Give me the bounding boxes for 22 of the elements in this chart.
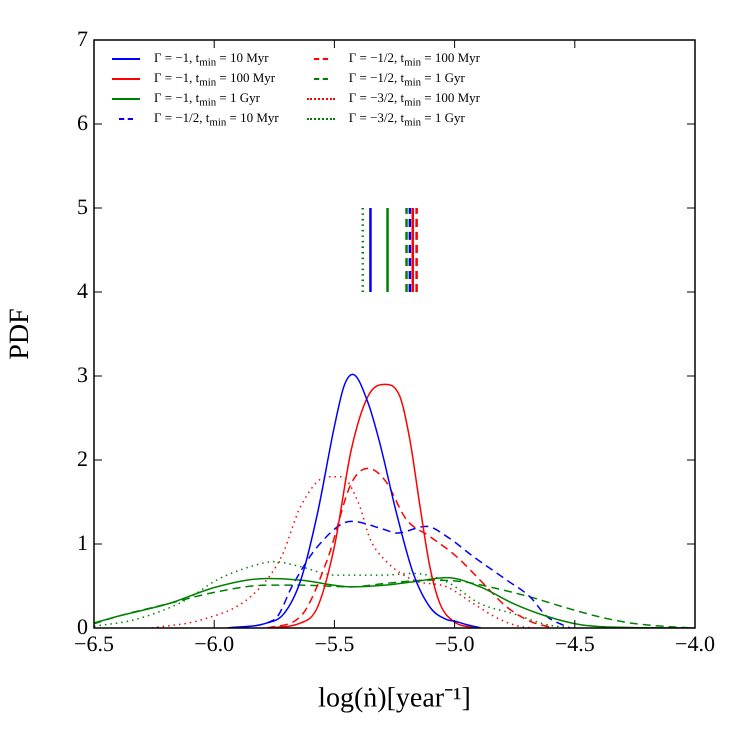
y-tick-label: 5 (77, 194, 88, 219)
x-tick-label: −6.0 (194, 630, 234, 656)
x-tick-label: −5.0 (434, 630, 475, 656)
legend-label: Γ = −1, t$_{min}$ = 1 Gyr (154, 90, 260, 108)
legend-label: Γ = −1, t$_{min}$ = 100 Myr (154, 70, 276, 88)
y-tick-label: 1 (77, 530, 88, 555)
y-tick-label: 6 (77, 110, 88, 135)
legend-label: Γ = −3/2, t$_{min}$ = 100 Myr (348, 90, 480, 108)
y-tick-label: 3 (77, 362, 88, 387)
y-tick-label: 7 (77, 26, 88, 51)
y-axis-title: PDF (4, 308, 36, 360)
x-tick-label: −4.5 (554, 630, 595, 656)
x-tick-label: −4.0 (675, 630, 715, 656)
legend-label: Γ = −1, t$_{min}$ = 10 Myr (154, 50, 269, 68)
x-tick-label: −5.5 (314, 630, 354, 656)
legend-label: Γ = −1/2, t$_{min}$ = 10 Myr (154, 110, 279, 128)
y-tick-label: 4 (77, 278, 88, 303)
legend-label: Γ = −1/2, t$_{min}$ = 1 Gyr (348, 70, 465, 88)
y-tick-label: 2 (77, 446, 88, 471)
x-axis-title: log(ṅ)[year⁻¹] (318, 682, 471, 714)
legend-label: Γ = −3/2, t$_{min}$ = 1 Gyr (348, 110, 465, 128)
legend-label: Γ = −1/2, t$_{min}$ = 100 Myr (348, 50, 480, 68)
